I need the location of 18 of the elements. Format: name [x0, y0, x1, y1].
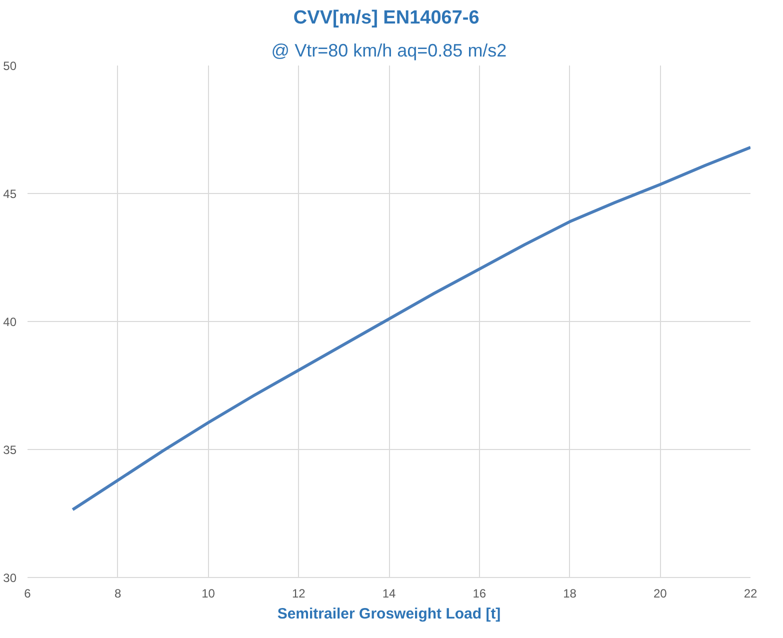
- x-tick-label: 22: [744, 586, 758, 600]
- x-tick-label: 20: [653, 586, 668, 600]
- y-tick-label: 45: [3, 187, 17, 201]
- y-tick-label: 40: [3, 315, 17, 329]
- x-tick-label: 14: [382, 586, 396, 600]
- x-tick-label: 8: [114, 586, 122, 600]
- line-series: [71, 146, 750, 512]
- x-tick-label: 16: [472, 586, 486, 600]
- y-tick-label: 35: [3, 443, 17, 457]
- x-tick-label: 6: [24, 586, 32, 600]
- chart-title: CVV[m/s] EN14067-6: [293, 8, 480, 28]
- y-tick-label: 50: [3, 59, 17, 73]
- x-tick-label: 18: [563, 586, 577, 600]
- x-axis-title: Semitrailer Grosweight Load [t]: [277, 606, 501, 622]
- x-tick-label: 12: [292, 586, 306, 600]
- x-tick-label: 10: [202, 586, 216, 600]
- y-tick-label: 30: [3, 571, 17, 585]
- chart-subtitle: @ Vtr=80 km/h aq=0.85 m/s2: [271, 40, 507, 60]
